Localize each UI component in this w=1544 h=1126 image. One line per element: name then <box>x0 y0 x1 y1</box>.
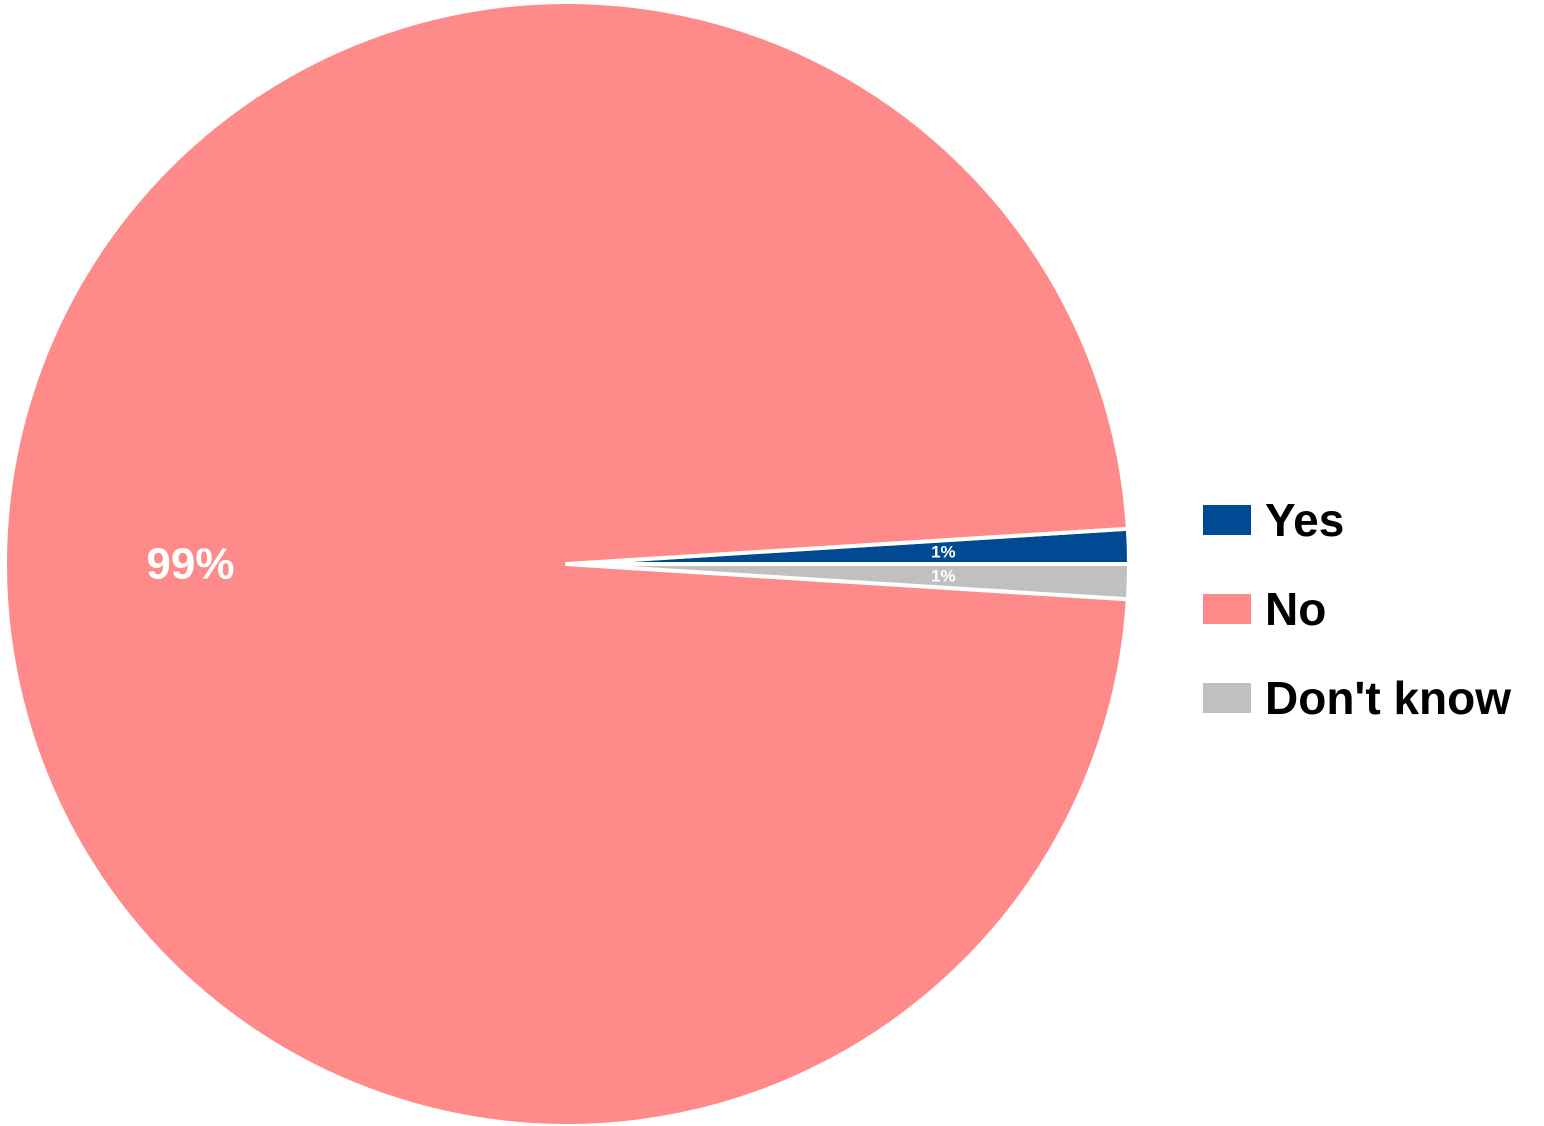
slice-labels: 1% 99% 1% <box>146 540 955 589</box>
data-label-no: 99% <box>146 540 234 589</box>
legend-label-don-t-know: Don't know <box>1265 672 1511 724</box>
legend: Yes No Don't know <box>1203 494 1511 724</box>
legend-swatch-don-t-know <box>1203 683 1251 713</box>
pie-slices <box>2 0 1131 1126</box>
pie-slice-don-t-know <box>565 562 1131 602</box>
legend-swatch-no <box>1203 594 1251 624</box>
legend-label-no: No <box>1265 583 1326 635</box>
data-label-don-t-know: 1% <box>931 566 956 585</box>
data-label-yes: 1% <box>931 543 956 562</box>
legend-label-yes: Yes <box>1265 494 1344 546</box>
legend-swatch-yes <box>1203 505 1251 535</box>
